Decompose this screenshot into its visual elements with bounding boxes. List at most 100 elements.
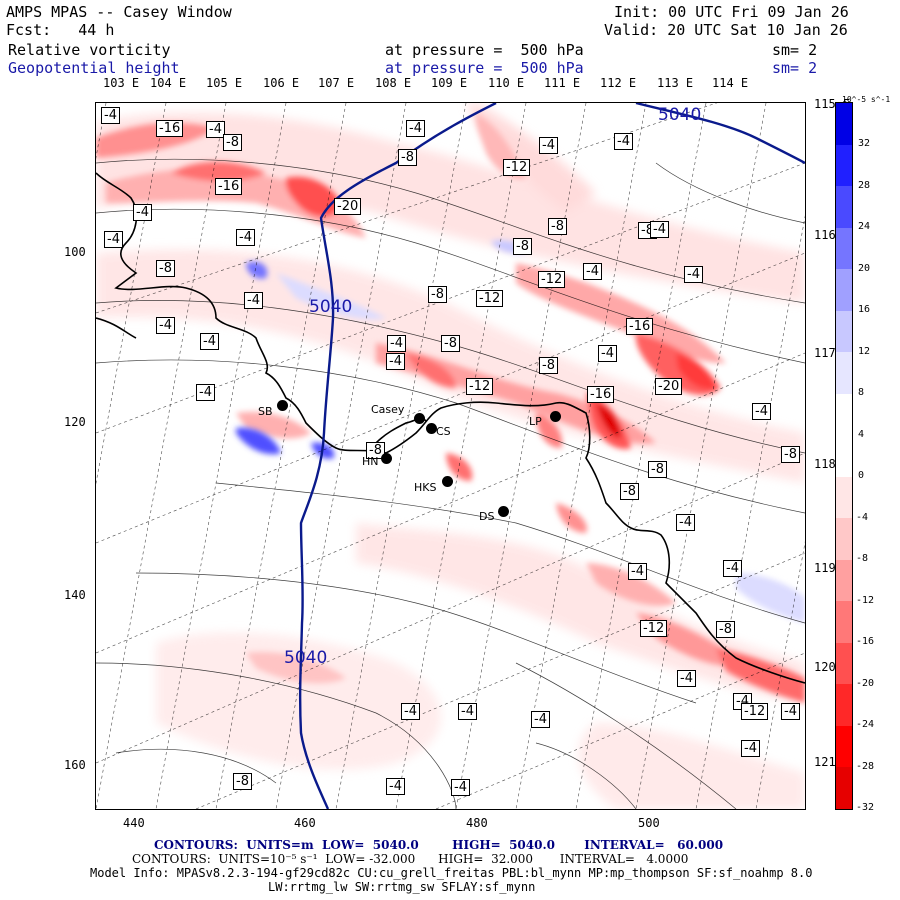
station-marker[interactable] (414, 413, 425, 424)
vorticity-field (96, 103, 805, 809)
colorbar-label: 16 (858, 304, 871, 315)
contour-label: -12 (503, 159, 531, 176)
y-tick-label: 160 (64, 758, 86, 772)
colorbar-label: 8 (858, 387, 865, 398)
station-marker[interactable] (550, 411, 561, 422)
colorbar-segment (836, 559, 852, 602)
contour-label: -4 (387, 335, 406, 352)
colorbar-segment (836, 227, 852, 270)
contour-label: -4 (156, 317, 175, 334)
contour-label: -4 (200, 333, 219, 350)
field1-level: at pressure = 500 hPa (385, 41, 584, 59)
colorbar-segment (836, 518, 852, 561)
colorbar-segment (836, 186, 852, 229)
contour-label: -4 (104, 231, 123, 248)
station-marker[interactable] (442, 476, 453, 487)
colorbar-label: -20 (856, 677, 875, 689)
x-tick-label: 440 (123, 816, 145, 830)
footer-physics-info: LW:rrtmg_lw SW:rrtmg_sw SFLAY:sf_mynn (268, 880, 536, 894)
contour-label: -8 (398, 149, 417, 166)
contour-label: -12 (741, 703, 769, 720)
contour-label: -4 (677, 670, 696, 687)
contour-label: -16 (215, 178, 243, 195)
contour-label: -4 (684, 266, 703, 283)
x-tick-label: 480 (466, 816, 488, 830)
station-marker[interactable] (277, 400, 288, 411)
contour-label: -4 (531, 711, 550, 728)
colorbar-label: -24 (856, 719, 875, 730)
contour-label: -4 (781, 703, 800, 720)
colorbar-segment (836, 435, 852, 478)
colorbar-label: 32 (858, 138, 871, 149)
longitude-label: 103 E (103, 76, 140, 90)
field1-smoothing: sm= 2 (772, 41, 818, 59)
contour-label: -8 (716, 621, 735, 638)
contour-label: -16 (156, 120, 184, 137)
contour-label: -4 (752, 403, 771, 420)
longitude-label: 106 E (263, 76, 300, 90)
colorbar-segment (836, 684, 852, 727)
colorbar-segment (836, 352, 852, 395)
longitude-label: 114 E (712, 76, 749, 90)
colorbar-label: -8 (856, 553, 869, 564)
station-marker[interactable] (426, 423, 437, 434)
contour-label: -8 (156, 260, 175, 277)
station-label: SB (258, 405, 273, 418)
contour-label: -16 (587, 386, 615, 403)
x-tick-label: 500 (638, 816, 660, 830)
colorbar-label: -28 (856, 760, 875, 772)
contour-label: -4 (741, 740, 760, 757)
contour-label: -4 (206, 121, 225, 138)
station-marker[interactable] (498, 506, 509, 517)
colorbar-label: 20 (858, 262, 871, 274)
contour-label: -4 (244, 292, 263, 309)
colorbar-label: 4 (858, 428, 865, 440)
longitude-label: 113 E (657, 76, 694, 90)
contour-label: -12 (476, 290, 504, 307)
valid-time: Valid: 20 UTC Sat 10 Jan 26 (604, 21, 848, 39)
contour-label: -20 (334, 198, 362, 215)
contour-label: -12 (538, 271, 566, 288)
contour-label: -8 (648, 461, 667, 478)
contour-label: -8 (539, 357, 558, 374)
colorbar-segment (836, 393, 852, 436)
colorbar-segment (836, 310, 852, 353)
colorbar-segment (836, 103, 852, 146)
contour-label: -8 (233, 773, 252, 790)
contour-label: -4 (133, 204, 152, 221)
colorbar-segment (836, 269, 852, 312)
contour-label: -4 (451, 779, 470, 796)
colorbar-segment (836, 144, 852, 187)
y-tick-label: 140 (64, 588, 86, 602)
contour-label: -8 (548, 218, 567, 235)
colorbar-label: -16 (856, 636, 875, 647)
field2-name: Geopotential height (8, 59, 180, 77)
field2-smoothing: sm= 2 (772, 59, 818, 77)
footer-height-contours: CONTOURS: UNITS=m LOW= 5040.0 HIGH= 5040… (154, 838, 724, 852)
longitude-label: 111 E (544, 76, 581, 90)
station-label: DS (479, 510, 495, 523)
contour-label: -4 (583, 263, 602, 280)
contour-label: -16 (626, 318, 654, 335)
contour-label: -4 (650, 221, 669, 238)
station-label: CS (436, 425, 451, 438)
station-label: LP (529, 415, 542, 428)
vorticity-shading-medium (96, 113, 805, 703)
init-time: Init: 00 UTC Fri 09 Jan 26 (614, 3, 849, 21)
contour-label: -4 (386, 353, 405, 370)
longitude-label: 105 E (206, 76, 243, 90)
colorbar-unit: 10^-5 s^-1 (842, 95, 891, 104)
y-tick-label: 100 (64, 245, 86, 259)
contour-label: -4 (676, 514, 695, 531)
footer-model-info: Model Info: MPASv8.2.3-194-gf29cd82c CU:… (90, 866, 813, 880)
contour-label: -8 (428, 286, 447, 303)
map-plot-area[interactable]: -4 -16 -4 -8 -8 -4 -16 -4 -20 -4 -8 -12 -4 -8 -8 -4 -4 -4… (95, 102, 806, 810)
contour-label: -4 (196, 384, 215, 401)
colorbar-segment (836, 767, 852, 810)
station-marker[interactable] (381, 453, 392, 464)
colorbar-segment (836, 476, 852, 519)
colorbar-segment (836, 642, 852, 685)
contour-label: -4 (406, 120, 425, 137)
contour-label: -8 (223, 134, 242, 151)
contour-label: -4 (539, 137, 558, 154)
